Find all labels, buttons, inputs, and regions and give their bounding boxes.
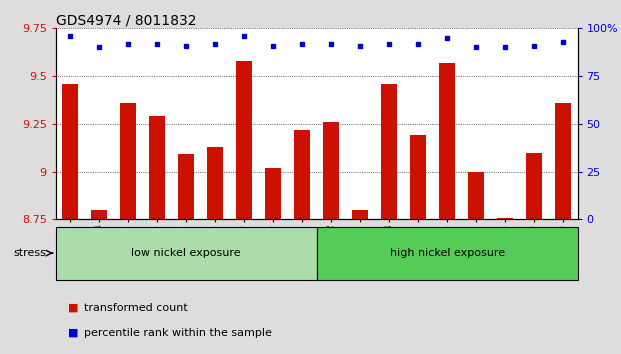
Bar bbox=[294, 130, 310, 219]
Text: percentile rank within the sample: percentile rank within the sample bbox=[84, 328, 272, 338]
Bar bbox=[323, 122, 339, 219]
Bar bbox=[439, 63, 455, 219]
Text: ■: ■ bbox=[68, 328, 79, 338]
Bar bbox=[381, 84, 397, 219]
Bar bbox=[468, 172, 484, 219]
Bar bbox=[410, 135, 426, 219]
Bar bbox=[120, 103, 136, 219]
Text: low nickel exposure: low nickel exposure bbox=[132, 248, 241, 258]
Bar bbox=[555, 103, 571, 219]
Text: transformed count: transformed count bbox=[84, 303, 188, 313]
Bar bbox=[62, 84, 78, 219]
Text: GDS4974 / 8011832: GDS4974 / 8011832 bbox=[56, 13, 196, 27]
Bar bbox=[91, 210, 107, 219]
Bar bbox=[265, 168, 281, 219]
Bar bbox=[149, 116, 165, 219]
Bar bbox=[352, 210, 368, 219]
Text: stress: stress bbox=[14, 248, 47, 258]
Bar bbox=[178, 154, 194, 219]
Text: high nickel exposure: high nickel exposure bbox=[389, 248, 505, 258]
Bar bbox=[497, 218, 513, 219]
Text: ■: ■ bbox=[68, 303, 79, 313]
Bar bbox=[236, 61, 252, 219]
Bar bbox=[526, 153, 542, 219]
Bar bbox=[207, 147, 223, 219]
